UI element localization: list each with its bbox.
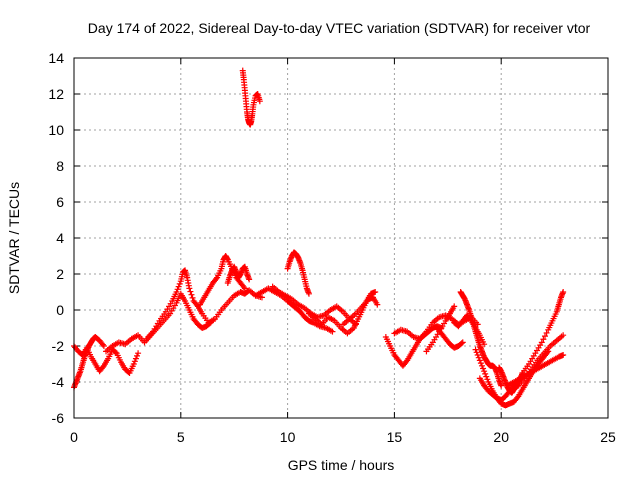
data-point (478, 362, 485, 369)
data-point (99, 364, 106, 371)
data-point (484, 376, 491, 383)
data-point (132, 355, 139, 362)
data-point (246, 276, 253, 283)
data-point (240, 284, 247, 291)
data-point (472, 346, 479, 353)
x-tick-label: 25 (600, 429, 616, 445)
data-point (475, 354, 482, 361)
data-point (305, 290, 312, 297)
data-point (256, 98, 263, 105)
series-sat-l (340, 294, 381, 328)
series-sat-w (508, 332, 567, 394)
data-point (186, 285, 193, 292)
data-point (480, 365, 487, 372)
data-point (473, 349, 480, 356)
x-axis-label: GPS time / hours (288, 457, 395, 473)
data-point (483, 373, 490, 380)
data-point (451, 303, 458, 310)
y-tick-label: -4 (52, 374, 65, 390)
data-point (134, 352, 141, 359)
series-sat-g (239, 67, 263, 128)
x-tick-label: 0 (70, 429, 78, 445)
data-point (560, 352, 567, 358)
data-point (474, 352, 481, 358)
data-point (176, 280, 183, 287)
data-point (458, 340, 465, 347)
data-point (541, 333, 548, 340)
data-point (112, 349, 119, 356)
x-tick-labels: 0 5 10 15 20 25 (70, 429, 616, 445)
data-point (560, 332, 567, 339)
series-sat-p (434, 325, 466, 351)
data-points (71, 67, 567, 409)
data-point (514, 394, 521, 401)
y-tick-label: 12 (48, 86, 64, 102)
data-point (403, 358, 410, 365)
data-point (188, 291, 195, 298)
data-point (174, 286, 181, 293)
x-tick-label: 5 (177, 429, 185, 445)
x-tick-label: 20 (493, 429, 509, 445)
data-point (538, 339, 545, 346)
series-sat-i (284, 249, 312, 297)
data-point (481, 368, 488, 375)
data-point (482, 370, 489, 377)
y-tick-label: 14 (48, 50, 64, 66)
data-point (135, 350, 142, 357)
data-point (477, 360, 484, 367)
plot-frame (73, 57, 609, 419)
series-sat-v (504, 352, 567, 389)
y-tick-label: 6 (56, 194, 64, 210)
series-sat-d (143, 267, 265, 342)
series-sat-e (197, 253, 248, 308)
data-point (189, 294, 196, 301)
x-tick-label: 10 (280, 429, 296, 445)
data-point (99, 341, 106, 348)
data-point (374, 301, 381, 308)
data-point (543, 329, 550, 336)
series-sat-s (472, 346, 552, 409)
y-tick-label: -6 (52, 410, 65, 426)
y-axis-label: SDTVAR / TECUs (6, 182, 22, 294)
series-sat-a (71, 343, 142, 376)
data-point (131, 358, 138, 365)
data-point (130, 361, 137, 367)
y-tick-label: 0 (56, 302, 64, 318)
y-tick-label: 2 (56, 266, 64, 282)
data-point (459, 339, 466, 346)
x-tick-label: 15 (387, 429, 403, 445)
chart-title: Day 174 of 2022, Sidereal Day-to-day VTE… (88, 20, 591, 36)
data-point (241, 285, 248, 292)
data-point (187, 288, 194, 295)
series-sat-b (71, 334, 107, 391)
series-sat-c (103, 290, 214, 355)
y-tick-label: 8 (56, 158, 64, 174)
data-point (476, 357, 483, 364)
data-point (213, 275, 220, 282)
y-tick-labels: -6 -4 -2 0 2 4 6 8 10 12 14 (48, 50, 64, 426)
data-point (329, 328, 336, 335)
data-point (258, 294, 265, 301)
data-point (175, 283, 182, 290)
y-tick-label: -2 (52, 338, 65, 354)
data-point (560, 289, 567, 295)
y-tick-label: 4 (56, 230, 64, 246)
data-point (498, 382, 505, 389)
data-point (540, 336, 547, 343)
data-point (100, 343, 107, 349)
series-sat-f (224, 263, 253, 286)
data-point (173, 289, 180, 295)
data-point (372, 289, 379, 295)
y-tick-label: 10 (48, 122, 64, 138)
series-sat-x (519, 289, 567, 376)
